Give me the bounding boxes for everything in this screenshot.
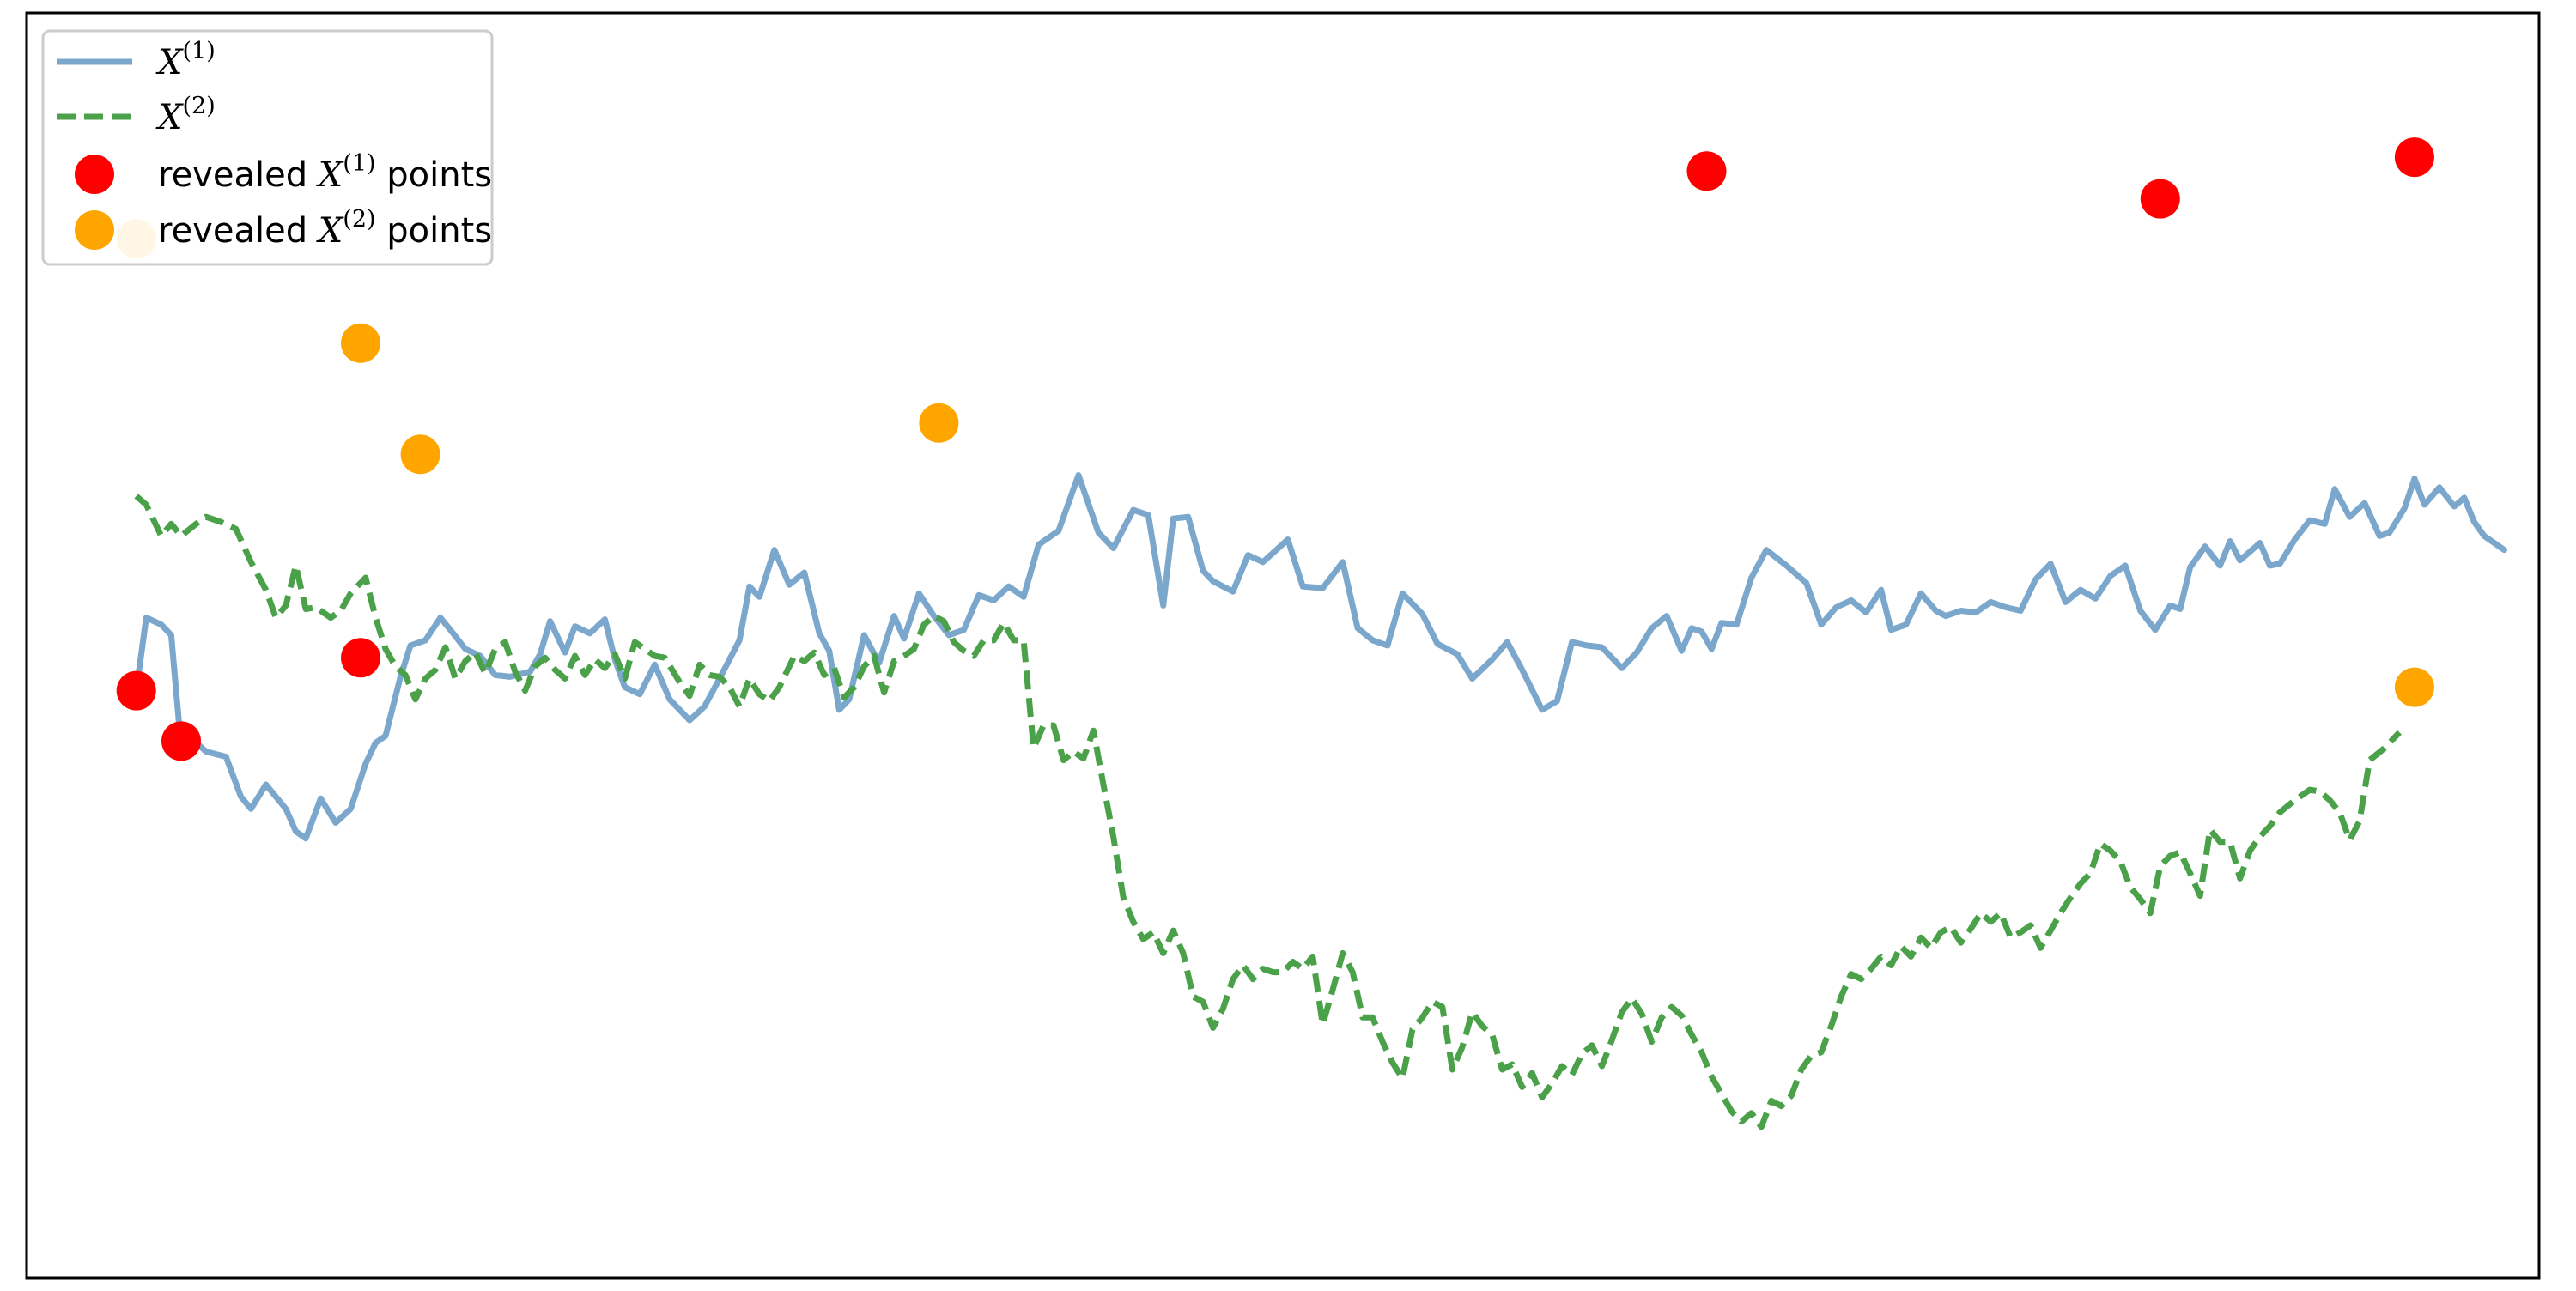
revealed-point-1 (2140, 179, 2180, 219)
legend-swatch-r2 (75, 210, 114, 250)
legend: X(1) X(2) revealed X(1) points revealed X(2… (41, 29, 494, 266)
revealed-point-1 (161, 721, 201, 761)
legend-label-r1: revealed X(1) points (158, 150, 492, 195)
revealed-point-1 (1686, 151, 1727, 191)
revealed-markers-layer (116, 137, 2434, 761)
series-1-line (133, 472, 2507, 842)
legend-label-s2: X(2) (155, 93, 216, 137)
legend-label-s1: X(1) (155, 38, 216, 82)
revealed-point-2 (2394, 667, 2434, 707)
revealed-point-2 (400, 434, 440, 475)
revealed-point-1 (341, 638, 380, 678)
series-layer (133, 472, 2507, 1130)
revealed-point-1 (116, 670, 156, 711)
revealed-point-2 (919, 403, 959, 443)
revealed-point-1 (2394, 137, 2434, 178)
legend-box (41, 29, 494, 266)
series-2-line (134, 494, 2402, 1130)
legend-label-r2: revealed X(2) points (158, 206, 492, 251)
revealed-point-2 (341, 323, 380, 363)
legend-swatch-r1 (75, 155, 114, 194)
